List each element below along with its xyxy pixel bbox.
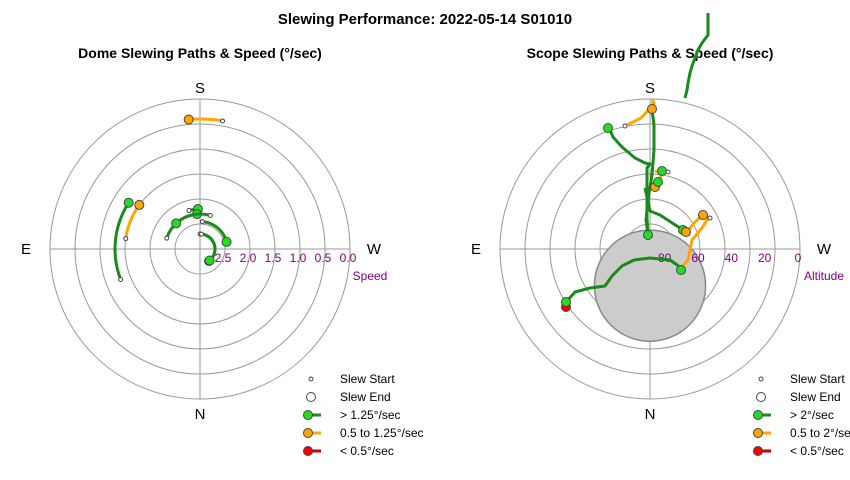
direction-right-label: W: [817, 241, 832, 258]
slew-end-marker: [643, 230, 653, 240]
slew-path: [175, 212, 211, 225]
slew-end-marker: [171, 218, 182, 229]
slew-start-marker: [665, 169, 671, 175]
radial-tick-label: 1.5: [265, 251, 282, 265]
slew-path: [188, 117, 223, 123]
direction-right-label: W: [367, 241, 382, 258]
slew-end-marker: [647, 104, 657, 114]
slew-end-marker: [698, 210, 708, 220]
radial-tick-label: 1.0: [290, 251, 307, 265]
slew-end-marker: [653, 177, 663, 187]
direction-top-label: S: [645, 80, 655, 97]
excluded-region: [593, 229, 707, 342]
slew-start-marker: [118, 276, 124, 282]
slew-end-marker: [561, 297, 571, 307]
slew-path: [201, 232, 217, 262]
slew-start-marker: [199, 231, 205, 237]
legend-marker: [753, 428, 763, 438]
radial-tick-label: 0: [795, 251, 802, 265]
slew-path: [624, 98, 656, 128]
slew-end-marker: [676, 265, 686, 275]
legend-label: 0.5 to 1.25°/sec: [340, 426, 424, 440]
legend-start-marker: [308, 376, 314, 382]
direction-bottom-label: N: [195, 406, 206, 423]
slew-end-marker: [204, 255, 215, 266]
legend-label: Slew Start: [340, 372, 395, 386]
slew-start-marker: [199, 219, 205, 225]
slew-start-marker: [123, 236, 129, 242]
slew-path: [564, 256, 681, 304]
slew-end-marker: [134, 199, 145, 210]
slew-end-marker: [681, 227, 691, 237]
legend-marker: [753, 446, 763, 456]
radial-axis-label: Altitude: [804, 269, 844, 283]
legend-label: Slew End: [340, 390, 391, 404]
radial-tick-label: 0.5: [315, 251, 332, 265]
direction-left-label: E: [21, 241, 31, 258]
legend-start-marker: [758, 376, 764, 382]
scope-panel: Scope Slewing Paths & Speed (°/sec)SNE W8…: [471, 13, 850, 458]
slew-start-marker: [220, 118, 226, 124]
legend-marker: [303, 410, 313, 420]
legend-label: < 0.5°/sec: [790, 444, 844, 458]
panel-title: Scope Slewing Paths & Speed (°/sec): [527, 45, 774, 61]
slew-path: [606, 124, 652, 236]
legend-marker: [753, 410, 763, 420]
direction-top-label: S: [195, 80, 205, 97]
legend-marker: [303, 446, 313, 456]
radial-tick-label: 0.0: [340, 251, 357, 265]
radial-tick-label: 40: [725, 251, 739, 265]
slew-path: [643, 187, 684, 232]
slew-path: [683, 13, 710, 99]
legend-label: Slew Start: [790, 372, 845, 386]
slew-start-marker: [186, 208, 192, 214]
slew-end-marker: [183, 114, 194, 125]
slew-start-marker: [622, 123, 628, 129]
radial-tick-label: 2.5: [215, 251, 232, 265]
radial-tick-label: 60: [691, 251, 705, 265]
slew-end-marker: [221, 236, 232, 247]
legend-end-marker: [756, 392, 766, 402]
slew-path: [644, 109, 656, 236]
radial-tick-label: 20: [758, 251, 772, 265]
panel-title: Dome Slewing Paths & Speed (°/sec): [78, 45, 322, 61]
slew-path: [678, 216, 711, 270]
slew-end-marker: [657, 166, 667, 176]
slew-end-marker: [603, 123, 613, 133]
slew-path: [202, 220, 229, 243]
slew-start-marker: [707, 215, 713, 221]
legend-label: 0.5 to 2°/sec: [790, 426, 850, 440]
slew-end-marker: [123, 197, 134, 208]
slew-path: [124, 204, 141, 239]
legend-end-marker: [306, 392, 316, 402]
legend-marker: [303, 428, 313, 438]
slew-start-marker: [164, 235, 170, 241]
slew-path: [113, 201, 130, 280]
slew-start-marker: [207, 213, 213, 219]
legend-label: > 1.25°/sec: [340, 408, 401, 422]
direction-left-label: E: [471, 241, 481, 258]
radial-axis-label: Speed: [353, 269, 388, 283]
radial-tick-label: 2.0: [240, 251, 257, 265]
legend-label: Slew End: [790, 390, 841, 404]
legend-label: > 2°/sec: [790, 408, 834, 422]
direction-bottom-label: N: [645, 406, 656, 423]
dome-panel: Dome Slewing Paths & Speed (°/sec) S N E W 2.…: [21, 45, 424, 458]
legend-label: < 0.5°/sec: [340, 444, 394, 458]
figure-title: Slewing Performance: 2022-05-14 S01010: [278, 11, 572, 28]
